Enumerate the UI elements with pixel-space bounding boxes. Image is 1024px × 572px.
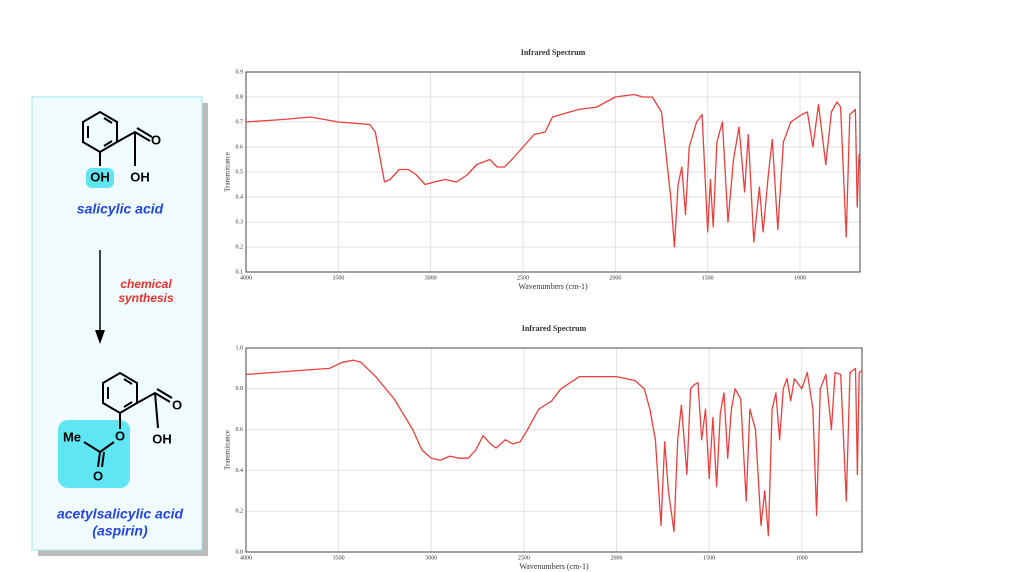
salicylic-structure: O OH OH: [82, 110, 161, 188]
spectrum-line: [245, 359, 863, 537]
y-tick-label: 0.8: [236, 94, 244, 100]
x-tick-label: 2500: [518, 555, 530, 561]
y-tick-label: 0.3: [236, 219, 244, 225]
x-tick-label: 3500: [333, 555, 345, 561]
y-tick-label: 0.8: [236, 386, 244, 392]
x-tick-label: 1000: [796, 555, 808, 561]
atom: O: [93, 468, 103, 483]
x-tick-label: 1500: [702, 275, 714, 281]
y-tick-label: 0.7: [236, 119, 244, 125]
y-tick-label: 0.6: [236, 427, 244, 433]
compound-name: acetylsalicylic acid: [57, 506, 184, 522]
y-tick-label: 0.4: [236, 194, 244, 200]
x-tick-label: 3000: [425, 555, 437, 561]
y-tick-label: 0.5: [236, 169, 244, 175]
reaction-label: synthesis: [118, 291, 174, 305]
x-axis-label: Wavenumbers (cm-1): [519, 562, 589, 571]
y-tick-label: 0.2: [236, 244, 244, 250]
y-tick-label: 0.9: [236, 69, 244, 75]
atom: Me: [63, 429, 81, 444]
highlight: [58, 420, 130, 488]
atom: OH: [130, 169, 150, 184]
y-tick-label: 1.0: [236, 345, 244, 351]
reaction-label: chemical: [120, 277, 172, 291]
atom: O: [172, 397, 182, 412]
x-tick-label: 1000: [794, 275, 806, 281]
chart-title: Infrared Spectrum: [521, 48, 586, 57]
compound-name: (aspirin): [92, 523, 148, 539]
x-tick-label: 2500: [517, 275, 529, 281]
plot-frame: [245, 347, 863, 553]
y-axis-label: Transmittance: [224, 430, 232, 470]
x-tick-label: 2000: [609, 275, 621, 281]
bonds: [87, 117, 153, 166]
spectrum-line: [245, 93, 861, 248]
aspirin-structure: O OH Me O O: [58, 371, 182, 488]
x-tick-label: 3500: [332, 275, 344, 281]
y-tick-label: 0.1: [236, 269, 244, 275]
arrow-head: [95, 330, 105, 344]
atom: OH: [152, 431, 172, 446]
chart-title: Infrared Spectrum: [522, 324, 587, 333]
y-tick-label: 0.4: [236, 468, 244, 474]
y-tick-label: 0.6: [236, 144, 244, 150]
highlight: [86, 168, 114, 188]
atom: OH: [90, 169, 110, 184]
atom: O: [151, 132, 161, 147]
x-tick-label: 1500: [703, 555, 715, 561]
atom: O: [115, 428, 125, 443]
x-tick-label: 2000: [611, 555, 623, 561]
plot-area: [245, 347, 863, 553]
plot-frame: [245, 71, 861, 273]
y-tick-label: 0.2: [236, 509, 244, 515]
y-tick-label: 0.0: [236, 549, 244, 555]
x-tick-label: 4000: [240, 555, 252, 561]
bonds: [83, 378, 173, 468]
compound-name: salicylic acid: [77, 201, 164, 217]
x-tick-label: 4000: [240, 275, 252, 281]
y-axis-label: Transmittance: [224, 152, 232, 192]
x-tick-label: 3000: [425, 275, 437, 281]
x-axis-label: Wavenumbers (cm-1): [518, 282, 588, 291]
